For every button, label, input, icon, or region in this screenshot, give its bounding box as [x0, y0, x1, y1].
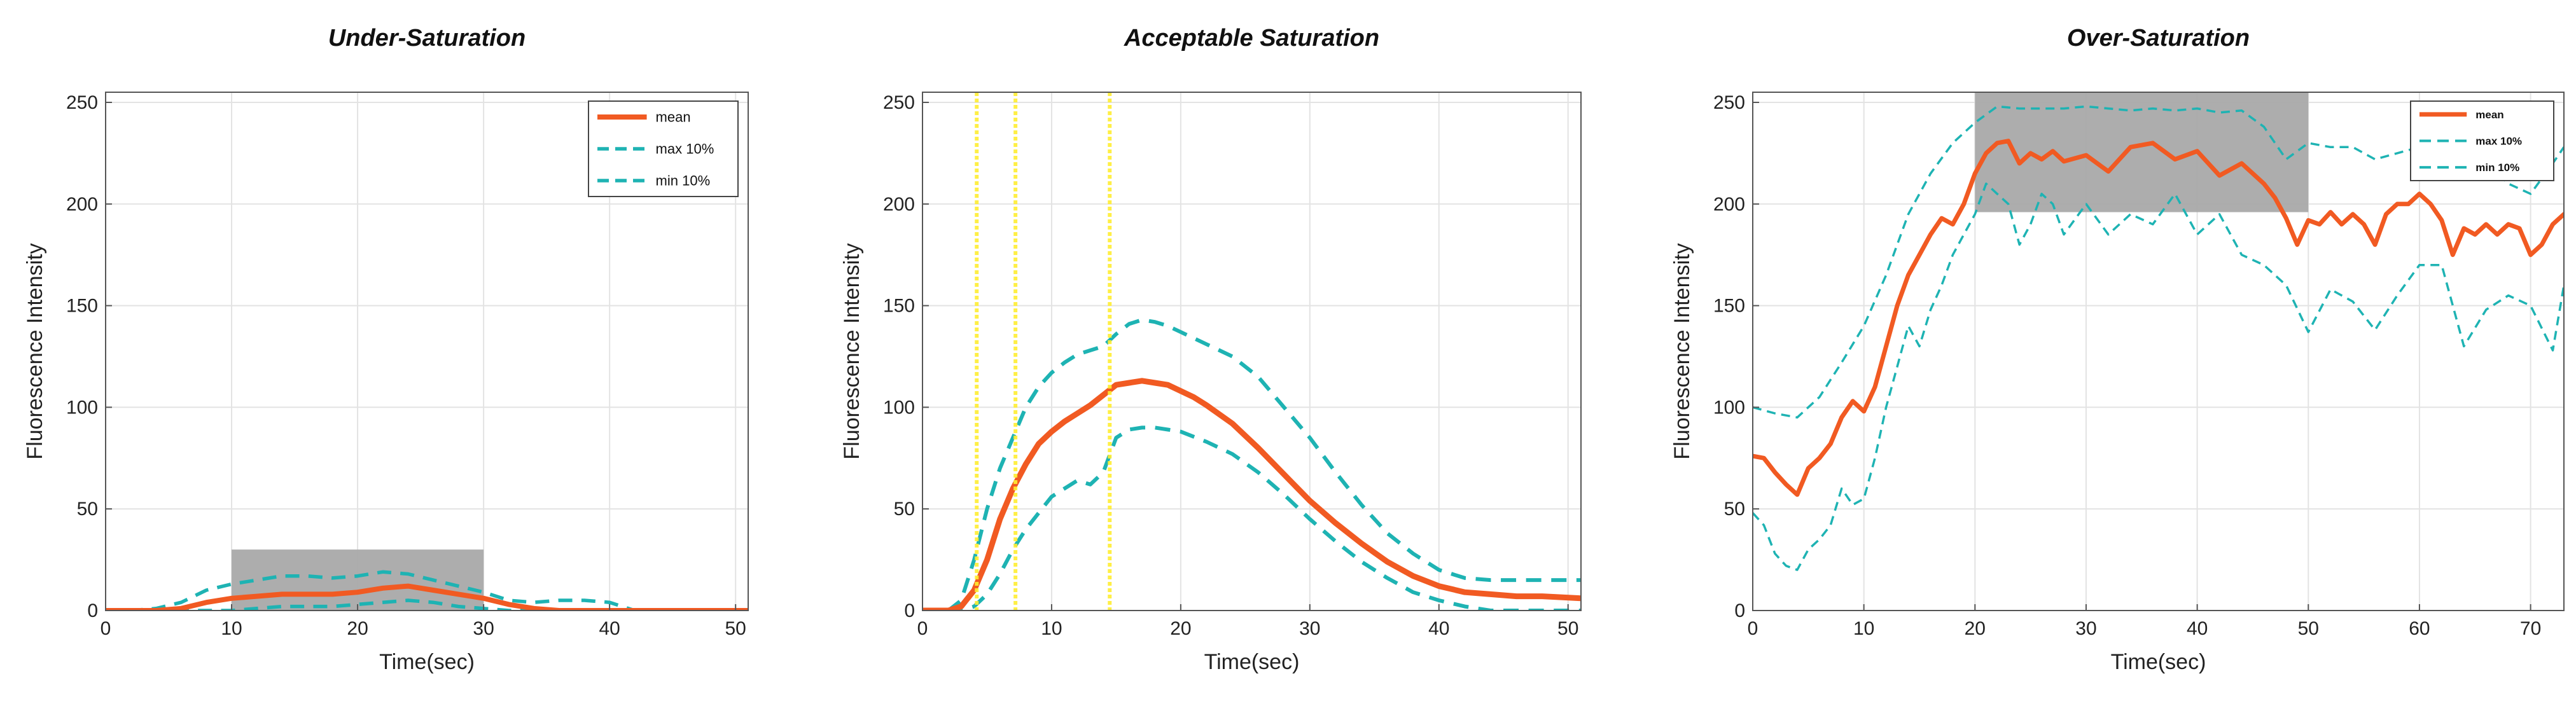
plot-content — [922, 92, 1581, 611]
y-tick-label: 150 — [883, 296, 915, 317]
y-tick-label: 150 — [66, 296, 98, 317]
y-tick-label: 250 — [66, 92, 98, 113]
y-axis-label: Fluorescence Intensity — [840, 243, 864, 459]
y-tick-label: 50 — [77, 499, 98, 520]
series-line-mean — [106, 583, 748, 611]
plot-content — [106, 549, 748, 611]
grid — [105, 92, 748, 611]
y-axis-label: Fluorescence Intensity — [23, 243, 47, 459]
x-tick-label: 40 — [599, 618, 620, 639]
x-tick-label: 30 — [1299, 618, 1320, 639]
x-tick-label: 0 — [101, 618, 111, 639]
y-tick-label: 200 — [1713, 194, 1745, 215]
x-tick-label: 20 — [347, 618, 368, 639]
x-tick-label: 50 — [1557, 618, 1578, 639]
chart-under-saturation: Under-Saturation Time(sec) Fluorescence … — [23, 25, 749, 674]
chart-title: Under-Saturation — [328, 25, 526, 52]
y-tick-label: 200 — [66, 194, 98, 215]
x-tick-label: 0 — [917, 618, 928, 639]
legend-label: min 10% — [656, 173, 711, 189]
legend-label: mean — [2475, 109, 2503, 121]
chart-title: Acceptable Saturation — [1124, 25, 1379, 52]
highlight-region — [232, 549, 484, 611]
axes-frame — [922, 92, 1582, 611]
y-tick-label: 100 — [1713, 397, 1745, 418]
legend-label: max 10% — [2475, 135, 2522, 147]
x-axis-label: Time(sec) — [379, 650, 475, 674]
x-axis-label: Time(sec) — [2111, 650, 2206, 674]
chart-title: Over-Saturation — [2067, 25, 2250, 52]
legend: mean max 10% min 10% — [2410, 100, 2554, 181]
legend: mean max 10% min 10% — [588, 100, 739, 197]
axes-frame — [1752, 92, 2565, 611]
chart-acceptable-saturation: Acceptable Saturation Time(sec) Fluoresc… — [840, 25, 1582, 674]
plot-area — [922, 92, 1581, 611]
legend-label: max 10% — [656, 141, 714, 157]
x-tick-label: 20 — [1965, 618, 1986, 639]
x-tick-label: 40 — [1428, 618, 1449, 639]
series-line-mean — [922, 378, 1581, 611]
y-tick-label: 0 — [87, 600, 98, 621]
chart-over-saturation: Over-Saturation Time(sec) Fluorescence I… — [1670, 25, 2565, 674]
series-line-min-10- — [922, 425, 1581, 611]
series-line-max-10- — [922, 318, 1581, 611]
y-tick-label: 100 — [883, 397, 915, 418]
y-tick-label: 200 — [883, 194, 915, 215]
y-axis-label: Fluorescence Intensity — [1670, 243, 1694, 459]
highlight-region — [1975, 92, 2309, 212]
axes-frame — [105, 92, 749, 611]
x-tick-label: 60 — [2409, 618, 2430, 639]
x-tick-label: 70 — [2520, 618, 2541, 639]
x-tick-label: 10 — [1041, 618, 1062, 639]
legend-label: min 10% — [2475, 162, 2519, 174]
y-tick-label: 100 — [66, 397, 98, 418]
y-tick-label: 0 — [904, 600, 915, 621]
x-tick-label: 30 — [473, 618, 494, 639]
x-tick-label: 50 — [2298, 618, 2319, 639]
series-line-min-10- — [1753, 183, 2564, 571]
legend-label: mean — [656, 109, 691, 125]
x-tick-label: 40 — [2187, 618, 2208, 639]
x-axis-label: Time(sec) — [1204, 650, 1300, 674]
x-tick-label: 10 — [1853, 618, 1874, 639]
y-tick-label: 0 — [1734, 600, 1745, 621]
x-tick-label: 50 — [725, 618, 746, 639]
y-tick-label: 50 — [894, 499, 915, 520]
series-line-mean — [1753, 139, 2564, 497]
y-tick-label: 150 — [1713, 296, 1745, 317]
x-tick-label: 20 — [1170, 618, 1191, 639]
y-tick-label: 250 — [1713, 92, 1745, 113]
x-tick-label: 0 — [1748, 618, 1758, 639]
y-tick-label: 250 — [883, 92, 915, 113]
y-tick-label: 50 — [1724, 499, 1745, 520]
x-tick-label: 30 — [2075, 618, 2096, 639]
x-tick-label: 10 — [221, 618, 242, 639]
